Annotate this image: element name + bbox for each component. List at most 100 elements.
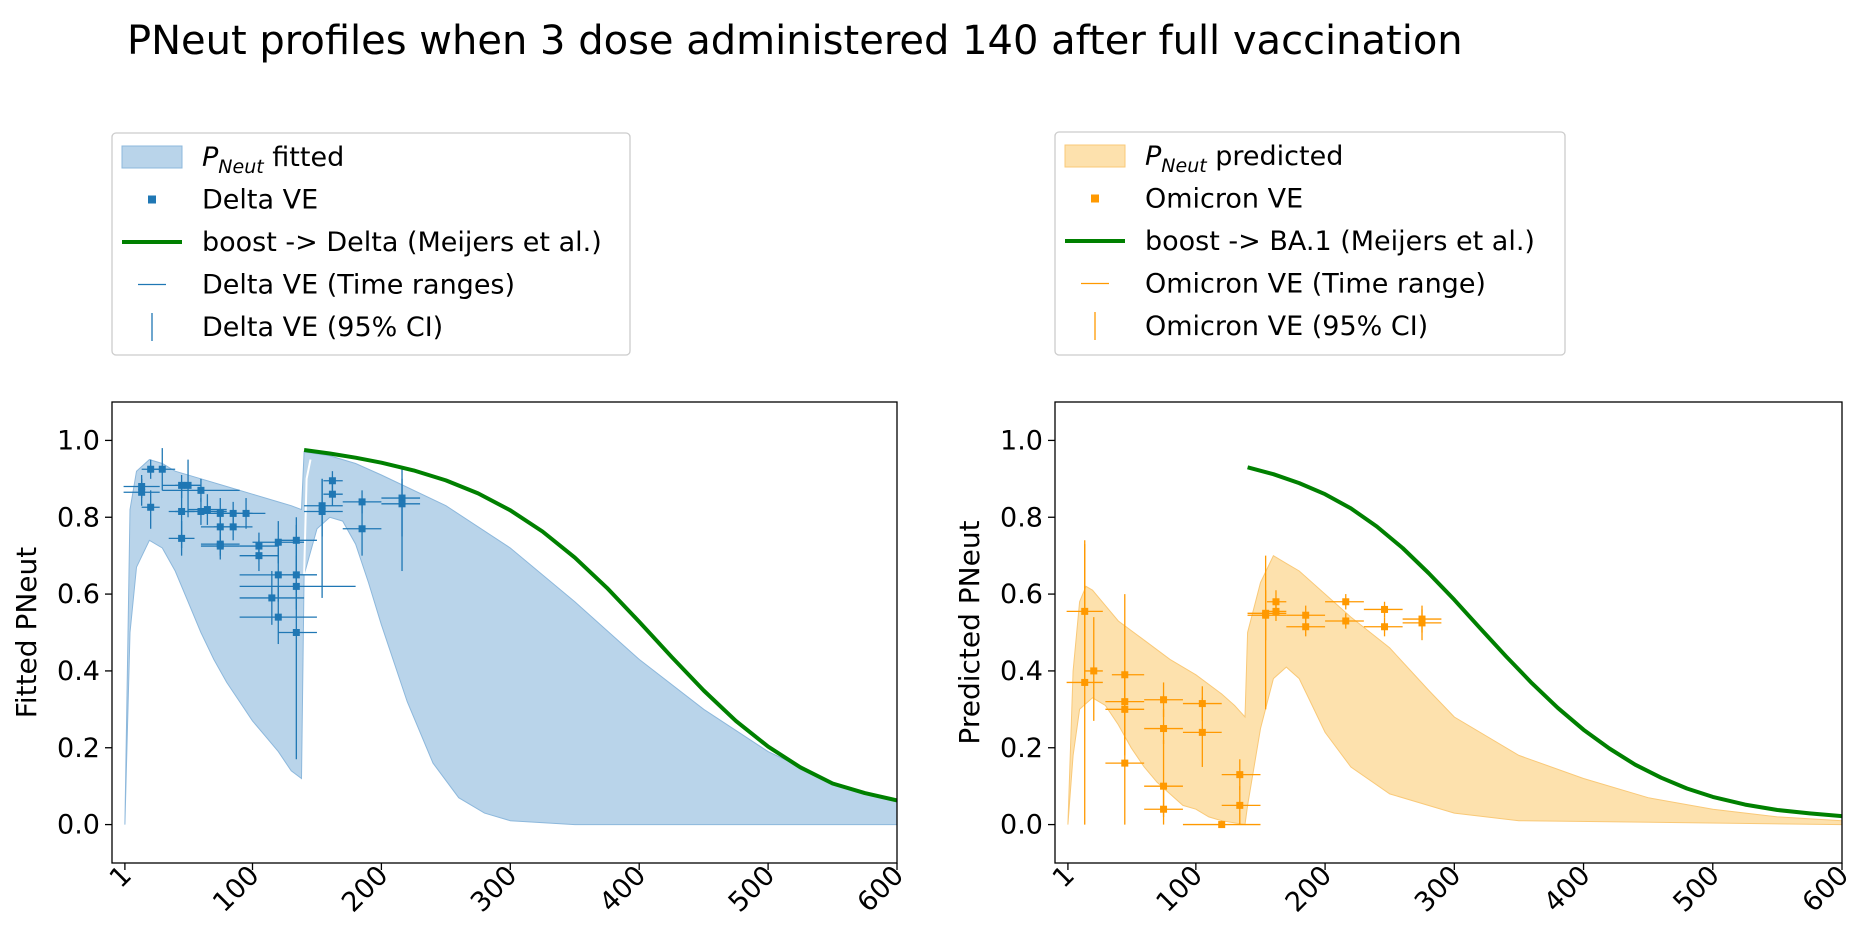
x-tick-label: 100 — [207, 860, 265, 918]
legend-label: Delta VE — [202, 185, 318, 216]
pneut-band — [1067, 554, 1842, 826]
ve-marker — [255, 552, 263, 560]
ve-marker — [1160, 805, 1168, 813]
x-tick-label: 100 — [1150, 860, 1208, 918]
ve-marker — [1160, 696, 1168, 704]
y-tick-label: 0.6 — [1000, 579, 1043, 610]
ve-marker — [328, 477, 336, 485]
axes-frame — [1054, 401, 1843, 864]
ve-point — [149, 448, 176, 491]
ve-marker — [242, 509, 250, 517]
ve-point — [1363, 617, 1403, 637]
ve-marker — [1218, 821, 1226, 829]
legend-label: PNeut predicted — [1145, 141, 1343, 177]
ve-marker — [178, 534, 186, 542]
legend-band-swatch — [121, 145, 183, 169]
legend-marker-swatch — [148, 195, 156, 204]
ve-marker — [184, 481, 192, 489]
ve-marker — [158, 465, 166, 473]
y-tick-label: 0.2 — [1000, 733, 1043, 764]
ve-marker — [274, 613, 282, 621]
legend-item: boost -> BA.1 (Meijers et al.) — [1065, 226, 1535, 257]
legend-item: Delta VE — [148, 185, 318, 216]
ve-marker — [147, 503, 155, 511]
ve-marker — [292, 629, 300, 636]
x-tick-label: 1 — [1047, 860, 1081, 894]
x-tick-label: 400 — [1538, 860, 1596, 918]
ve-point — [1144, 786, 1183, 825]
x-tick-label: 300 — [465, 860, 523, 918]
ve-marker — [203, 506, 211, 514]
legend-label: boost -> BA.1 (Meijers et al.) — [1145, 226, 1535, 257]
ve-point — [1325, 613, 1364, 629]
ve-marker — [1342, 598, 1350, 606]
ve-point — [1144, 709, 1183, 744]
legend-item: Omicron VE — [1091, 184, 1303, 215]
axes-frame — [111, 401, 898, 864]
ve-point — [1182, 697, 1222, 767]
ve-point — [381, 478, 421, 572]
y-tick-label: 0.8 — [1000, 502, 1043, 533]
ve-marker — [1236, 771, 1244, 779]
legend-frame — [111, 132, 631, 356]
ve-point — [1221, 759, 1261, 791]
ve-point — [168, 521, 195, 556]
y-axis-label: Predicted PNeut — [953, 520, 986, 744]
y-tick-label: 0.4 — [57, 656, 100, 687]
legend-item: PNeut predicted — [1064, 141, 1343, 177]
x-tick-label: 1 — [104, 860, 138, 894]
ve-point — [278, 524, 317, 760]
legend-item: boost -> Delta (Meijers et al.) — [122, 227, 602, 258]
legend-label: Omicron VE (95% CI) — [1145, 311, 1428, 342]
ve-marker — [398, 500, 406, 508]
ve-marker — [197, 507, 205, 515]
ve-point — [1084, 617, 1103, 721]
legend-item: PNeut fitted — [121, 142, 344, 178]
ve-point — [175, 459, 201, 518]
ve-point — [1325, 594, 1364, 610]
x-tick-label: 500 — [1667, 860, 1725, 918]
ve-point — [239, 540, 279, 572]
x-tick-label: 200 — [336, 860, 394, 918]
legend-item: Delta VE (95% CI) — [151, 312, 443, 343]
ve-point — [323, 482, 343, 506]
ve-point — [141, 490, 160, 529]
boost-curve — [303, 448, 897, 803]
y-tick-label: 1.0 — [57, 425, 100, 456]
x-tick-label: 500 — [723, 860, 781, 918]
y-tick-label: 0.0 — [1000, 810, 1043, 841]
ve-marker — [1198, 728, 1206, 736]
x-tick-label: 600 — [852, 860, 910, 918]
ve-marker — [1272, 607, 1280, 615]
ve-point — [1221, 786, 1261, 825]
ve-marker — [1381, 623, 1389, 631]
x-tick-label: 300 — [1409, 860, 1467, 918]
legend-label: PNeut fitted — [202, 142, 344, 178]
legend-label: Delta VE (Time ranges) — [202, 270, 515, 301]
ve-marker — [197, 486, 205, 494]
y-tick-label: 0.2 — [57, 733, 100, 764]
ve-point — [1247, 590, 1287, 641]
legend-item: Omicron VE (Time range) — [1081, 269, 1486, 300]
ve-point — [1266, 601, 1287, 621]
y-tick-label: 0.4 — [1000, 656, 1043, 687]
ve-marker — [274, 538, 282, 546]
y-axis-label: Fitted PNeut — [10, 547, 43, 719]
legend-band-swatch — [1064, 144, 1126, 168]
legend-item: Omicron VE (95% CI) — [1094, 311, 1428, 342]
legend-item: Delta VE (Time ranges) — [138, 270, 515, 301]
ve-point — [304, 478, 343, 598]
panel-right: 0.0 0.2 0.4 0.6 0.8 1.0 1 100 200 300 400 500 600 Pre… — [953, 131, 1855, 918]
x-tick-label: 600 — [1797, 860, 1855, 918]
ve-marker — [229, 523, 237, 531]
legend-label: Omicron VE — [1145, 184, 1303, 215]
band-notch — [303, 459, 312, 575]
boost-curve — [1247, 465, 1842, 819]
plot-area-left — [123, 448, 897, 826]
ve-point — [1105, 670, 1145, 825]
ve-point — [200, 536, 240, 556]
ve-point — [1286, 617, 1326, 637]
ve-marker — [1418, 619, 1426, 627]
panel-left: 0.0 0.2 0.4 0.6 0.8 1.0 1 100 200 300 400 500 600 Fit… — [10, 132, 910, 918]
